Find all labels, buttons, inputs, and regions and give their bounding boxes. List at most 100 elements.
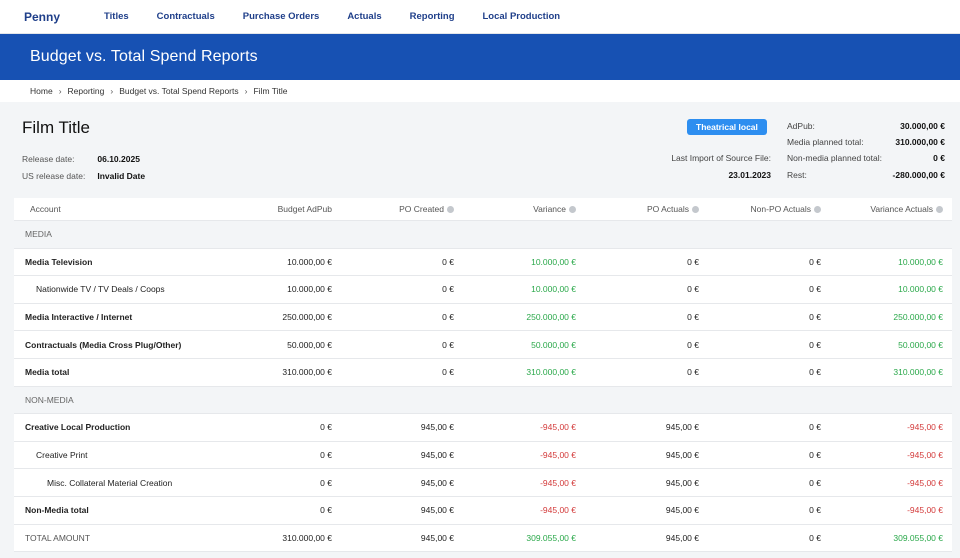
table-row: Misc. Collateral Material Creation 0 € 945… [14, 469, 952, 497]
summary-label: Rest: [787, 170, 807, 180]
nav-link-reporting[interactable]: Reporting [409, 11, 455, 22]
page-title: Budget vs. Total Spend Reports [30, 48, 258, 65]
non-po-actuals-cell: 0 € [809, 312, 821, 323]
table-row: Creative Local Production 0 € 945,00 € -945… [14, 414, 952, 442]
account-cell: Media Television [25, 256, 93, 267]
column-header-variance[interactable]: Variance [454, 204, 576, 214]
table-header-row: Account Budget AdPub PO Created Variance… [14, 198, 952, 221]
account-cell: Creative Local Production [25, 422, 131, 433]
po-created-cell: 945,00 € [420, 505, 454, 516]
section-label: NON-MEDIA [25, 394, 74, 405]
account-cell: Media total [25, 367, 70, 378]
variance-cell: 50.000,00 € [531, 339, 576, 350]
summary-non-media-planned: Non-media planned total: 0 € [787, 153, 945, 163]
budget-adpub-cell: 250.000,00 € [282, 312, 332, 323]
nav-link-titles[interactable]: Titles [104, 11, 129, 22]
summary-value: 0 € [933, 153, 945, 163]
summary-value: 30.000,00 € [900, 121, 945, 131]
summary-value: -280.000,00 € [892, 170, 945, 180]
column-header-variance-actuals[interactable]: Variance Actuals [821, 204, 943, 214]
section-row: MEDIA [14, 221, 952, 249]
variance-cell: 250.000,00 € [526, 312, 576, 323]
variance-cell: 309.055,00 € [526, 532, 576, 543]
po-created-cell: 0 € [442, 284, 454, 295]
info-icon[interactable] [936, 206, 943, 213]
summary-adpub: AdPub: 30.000,00 € [787, 121, 945, 131]
po-actuals-cell: 0 € [687, 284, 699, 295]
po-created-cell: 0 € [442, 339, 454, 350]
nav-link-actuals[interactable]: Actuals [347, 11, 382, 22]
account-cell: TOTAL AMOUNT [25, 532, 91, 543]
table-row: Creative Print 0 € 945,00 € -945,00 € 945,00… [14, 442, 952, 470]
breadcrumb: Home › Reporting › Budget vs. Total Spen… [0, 80, 960, 102]
info-icon[interactable] [814, 206, 821, 213]
nav-link-contractuals[interactable]: Contractuals [156, 11, 215, 22]
nav-link-local-production[interactable]: Local Production [482, 11, 561, 22]
us-release-date-label: US release date: [22, 171, 86, 181]
account-cell: Non-Media total [25, 505, 89, 516]
us-release-date-row: US release date: Invalid Date [22, 171, 145, 181]
info-icon[interactable] [569, 206, 576, 213]
variance-actuals-cell: -945,00 € [907, 422, 943, 433]
budget-adpub-cell: 310.000,00 € [282, 367, 332, 378]
po-actuals-cell: 0 € [687, 256, 699, 267]
variance-cell: 10.000,00 € [531, 284, 576, 295]
table-row: Nationwide TV / TV Deals / Coops 10.000,0… [14, 276, 952, 304]
variance-cell: -945,00 € [540, 422, 576, 433]
column-header-non-po-actuals[interactable]: Non-PO Actuals [699, 204, 821, 214]
breadcrumb-reporting[interactable]: Reporting [67, 86, 105, 96]
table-row: Non-Media total 0 € 945,00 € -945,00 € 945,0… [14, 497, 952, 525]
column-header-account[interactable]: Account [30, 204, 61, 214]
brand-logo[interactable]: Penny [24, 9, 61, 24]
info-icon[interactable] [692, 206, 699, 213]
us-release-date-value: Invalid Date [97, 171, 146, 181]
variance-cell: 310.000,00 € [526, 367, 576, 378]
release-date-value: 06.10.2025 [97, 154, 140, 164]
non-po-actuals-cell: 0 € [809, 284, 821, 295]
chevron-right-icon: › [58, 86, 62, 96]
table-row: Media Interactive / Internet 250.000,00 €… [14, 304, 952, 332]
non-po-actuals-cell: 0 € [809, 256, 821, 267]
column-header-label: Variance Actuals [870, 204, 933, 214]
account-cell: Creative Print [36, 450, 88, 461]
account-cell: Media Interactive / Internet [25, 312, 133, 323]
po-created-cell: 945,00 € [420, 477, 454, 488]
section-row: NON-MEDIA [14, 386, 952, 415]
breadcrumb-home[interactable]: Home [30, 86, 53, 96]
summary-media-planned: Media planned total: 310.000,00 € [787, 137, 945, 147]
column-header-po-created[interactable]: PO Created [332, 204, 454, 214]
column-header-label: Variance [533, 204, 566, 214]
table-body: MEDIA Media Television 10.000,00 € 0 € 10.00… [14, 221, 952, 553]
po-created-cell: 0 € [442, 256, 454, 267]
column-header-po-actuals[interactable]: PO Actuals [576, 204, 699, 214]
nav-link-purchase-orders[interactable]: Purchase Orders [242, 11, 320, 22]
account-cell: Misc. Collateral Material Creation [47, 477, 173, 488]
budget-adpub-cell: 0 € [320, 422, 332, 433]
variance-actuals-cell: 50.000,00 € [898, 339, 943, 350]
variance-cell: 10.000,00 € [531, 256, 576, 267]
table-row: Contractuals (Media Cross Plug/Other) 50.… [14, 331, 952, 359]
last-import-label: Last Import of Source File: [671, 153, 771, 163]
variance-cell: -945,00 € [540, 505, 576, 516]
variance-actuals-cell: 309.055,00 € [893, 532, 943, 543]
non-po-actuals-cell: 0 € [809, 505, 821, 516]
summary-label: Media planned total: [787, 137, 864, 147]
breadcrumb-current: Film Title [253, 86, 288, 96]
info-icon[interactable] [447, 206, 454, 213]
budget-adpub-cell: 50.000,00 € [287, 339, 332, 350]
column-header-budget-adpub[interactable]: Budget AdPub [277, 204, 332, 214]
variance-actuals-cell: 10.000,00 € [898, 284, 943, 295]
po-created-cell: 0 € [442, 312, 454, 323]
non-po-actuals-cell: 0 € [809, 339, 821, 350]
po-actuals-cell: 945,00 € [665, 505, 699, 516]
breadcrumb-budget-reports[interactable]: Budget vs. Total Spend Reports [119, 86, 239, 96]
non-po-actuals-cell: 0 € [809, 422, 821, 433]
variance-actuals-cell: -945,00 € [907, 450, 943, 461]
release-date-label: Release date: [22, 154, 75, 164]
summary-label: Non-media planned total: [787, 153, 882, 163]
table-row: Media total 310.000,00 € 0 € 310.000,00 € 0 … [14, 359, 952, 387]
variance-actuals-cell: 250.000,00 € [893, 312, 943, 323]
po-actuals-cell: 0 € [687, 339, 699, 350]
non-po-actuals-cell: 0 € [809, 477, 821, 488]
column-header-label: PO Created [399, 204, 444, 214]
